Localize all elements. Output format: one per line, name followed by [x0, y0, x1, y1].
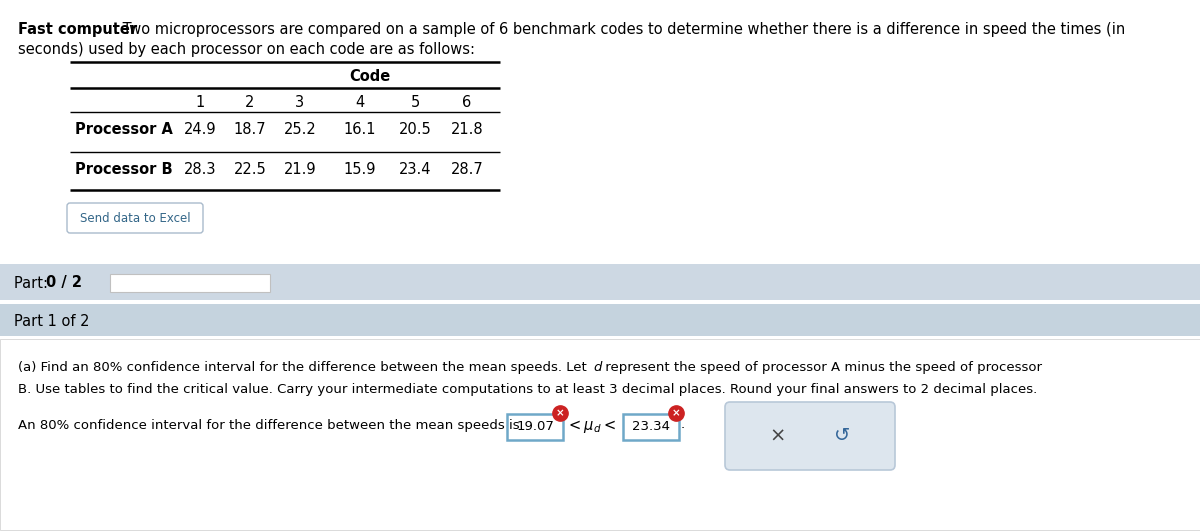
Text: 22.5: 22.5 — [234, 162, 266, 177]
FancyBboxPatch shape — [67, 203, 203, 233]
Text: 24.9: 24.9 — [184, 122, 216, 137]
Text: 21.8: 21.8 — [451, 122, 484, 137]
Bar — [110, 274, 270, 292]
Text: represent the speed of processor A minus the speed of processor: represent the speed of processor A minus… — [601, 361, 1042, 374]
Text: ×: × — [672, 408, 680, 418]
Text: 20.5: 20.5 — [398, 122, 431, 137]
Text: .: . — [682, 418, 685, 431]
Text: : Two microprocessors are compared on a sample of 6 benchmark codes to determine: : Two microprocessors are compared on a … — [113, 22, 1126, 37]
Bar — [0, 264, 1200, 300]
FancyBboxPatch shape — [725, 402, 895, 470]
Text: 1: 1 — [196, 95, 205, 110]
Text: 0 / 2: 0 / 2 — [46, 276, 82, 290]
Text: 3: 3 — [295, 95, 305, 110]
Text: 25.2: 25.2 — [283, 122, 317, 137]
Text: 19.07: 19.07 — [516, 420, 554, 434]
Text: 21.9: 21.9 — [283, 162, 317, 177]
Text: Fast computer: Fast computer — [18, 22, 137, 37]
Text: 6: 6 — [462, 95, 472, 110]
Text: 23.4: 23.4 — [398, 162, 431, 177]
FancyBboxPatch shape — [508, 414, 563, 440]
Text: Code: Code — [349, 69, 391, 84]
Text: B. Use tables to find the critical value. Carry your intermediate computations t: B. Use tables to find the critical value… — [18, 383, 1037, 396]
Text: Part 1 of 2: Part 1 of 2 — [14, 313, 90, 328]
Text: 2: 2 — [245, 95, 254, 110]
Bar — [0, 304, 1200, 336]
Text: Processor A: Processor A — [74, 122, 173, 137]
Text: An 80% confidence interval for the difference between the mean speeds is: An 80% confidence interval for the diffe… — [18, 419, 524, 432]
Text: seconds) used by each processor on each code are as follows:: seconds) used by each processor on each … — [18, 42, 475, 57]
Bar — [0, 339, 1200, 530]
Text: $<\mu_{d}<$: $<\mu_{d}<$ — [566, 418, 616, 435]
Text: 4: 4 — [355, 95, 365, 110]
Text: Processor B: Processor B — [74, 162, 173, 177]
Text: ×: × — [770, 427, 786, 445]
FancyBboxPatch shape — [623, 414, 679, 440]
Text: 15.9: 15.9 — [343, 162, 377, 177]
Text: ↺: ↺ — [834, 427, 850, 445]
Text: ×: × — [556, 408, 564, 418]
Text: 28.7: 28.7 — [451, 162, 484, 177]
Text: Part:: Part: — [14, 276, 53, 290]
Text: 18.7: 18.7 — [234, 122, 266, 137]
Text: d: d — [593, 361, 601, 374]
Text: 16.1: 16.1 — [343, 122, 377, 137]
Text: 28.3: 28.3 — [184, 162, 216, 177]
Text: 5: 5 — [410, 95, 420, 110]
Text: (a) Find an 80% confidence interval for the difference between the mean speeds. : (a) Find an 80% confidence interval for … — [18, 361, 592, 374]
Text: 23.34: 23.34 — [632, 420, 670, 434]
Text: Send data to Excel: Send data to Excel — [79, 212, 191, 225]
